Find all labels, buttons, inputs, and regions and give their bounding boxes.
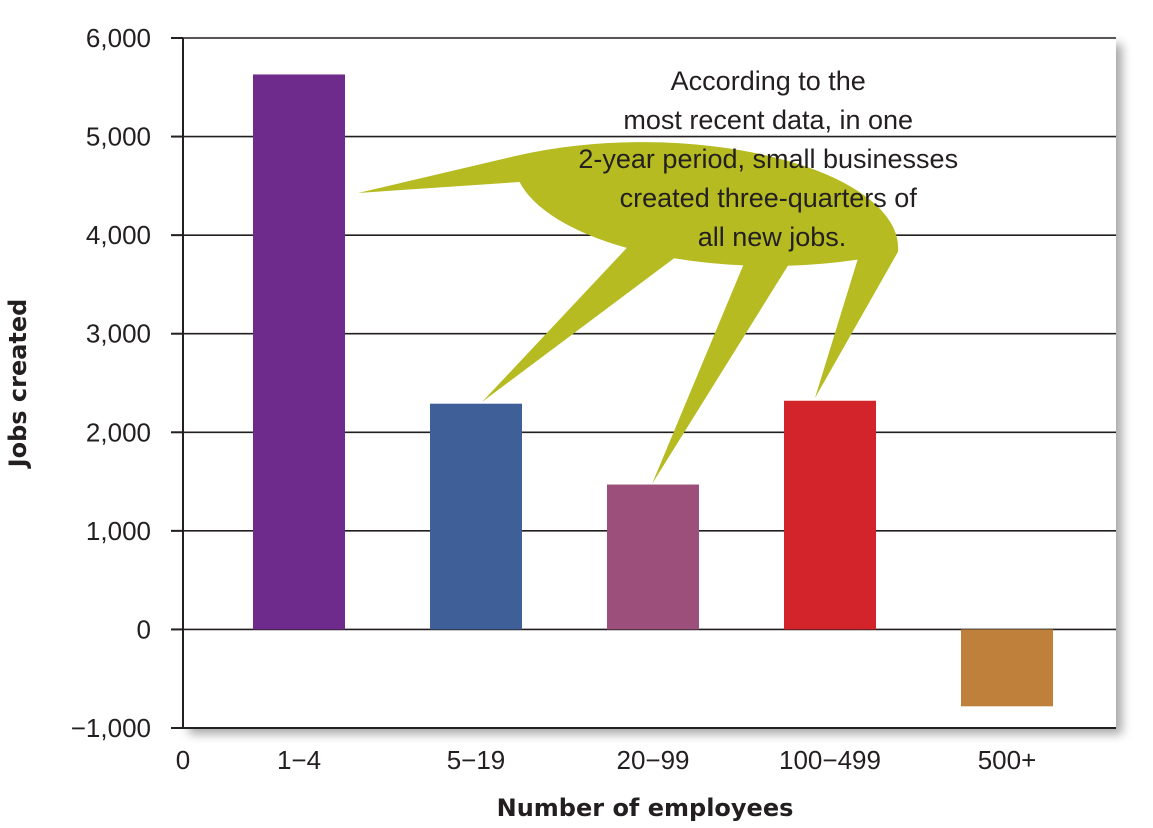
callout-text: According to the most recent data, in on… bbox=[578, 66, 965, 252]
callout-line: most recent data, in one bbox=[623, 105, 913, 135]
x-origin-label: 0 bbox=[176, 745, 190, 775]
y-tick-label: 3,000 bbox=[86, 319, 151, 349]
x-tick-label: 5−19 bbox=[447, 745, 506, 775]
callout-bubble bbox=[358, 142, 899, 484]
callout-line: created three-quarters of bbox=[620, 183, 918, 213]
bar bbox=[607, 484, 699, 630]
x-axis-title: Number of employees bbox=[497, 794, 794, 822]
callout-line: all new jobs. bbox=[698, 222, 847, 252]
bar bbox=[430, 403, 522, 630]
bar bbox=[784, 400, 876, 630]
callout-line: 2-year period, small businesses bbox=[578, 144, 958, 174]
y-tick-labels: −1,000 0 1,000 2,000 3,000 4,000 5,000 6,000 bbox=[71, 23, 151, 743]
bars bbox=[253, 74, 1053, 707]
y-tick-label: −1,000 bbox=[71, 713, 151, 743]
axes bbox=[182, 38, 1116, 729]
bar bbox=[253, 74, 345, 630]
y-axis-title: Jobs created bbox=[4, 299, 32, 470]
x-tick-label: 20−99 bbox=[616, 745, 689, 775]
callout-line: According to the bbox=[671, 66, 866, 96]
y-tick-label: 2,000 bbox=[86, 417, 151, 447]
x-tick-label: 1−4 bbox=[277, 745, 321, 775]
y-tick-marks bbox=[171, 37, 183, 729]
y-tick-label: 0 bbox=[137, 614, 151, 644]
x-tick-labels: 1−4 5−19 20−99 100−499 500+ bbox=[277, 745, 1036, 775]
y-tick-label: 1,000 bbox=[86, 516, 151, 546]
x-tick-label: 100−499 bbox=[779, 745, 881, 775]
x-tick-label: 500+ bbox=[978, 745, 1037, 775]
y-tick-label: 5,000 bbox=[86, 122, 151, 152]
y-tick-label: 6,000 bbox=[86, 23, 151, 53]
callout-annotation: According to the most recent data, in on… bbox=[358, 66, 965, 484]
bar bbox=[961, 629, 1053, 707]
y-tick-label: 4,000 bbox=[86, 220, 151, 250]
